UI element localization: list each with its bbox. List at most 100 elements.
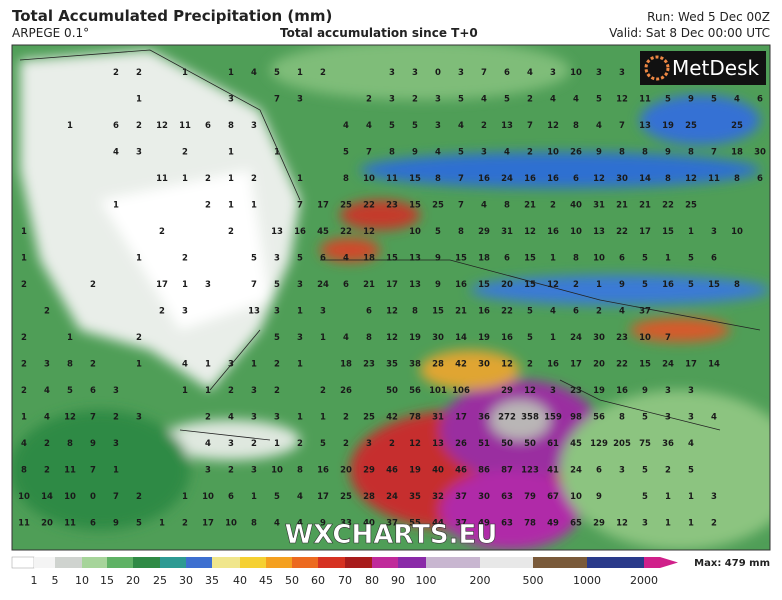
colorbar-segment bbox=[533, 557, 587, 568]
map-value: 3 bbox=[274, 413, 280, 423]
map-value: 13 bbox=[271, 227, 283, 237]
map-value: 2 bbox=[113, 68, 119, 78]
map-value: 3 bbox=[619, 466, 625, 476]
map-value: 2 bbox=[182, 148, 188, 158]
map-value: 6 bbox=[757, 95, 763, 105]
map-value: 30 bbox=[593, 333, 605, 343]
map-value: 101 bbox=[429, 386, 447, 396]
map-value: 1 bbox=[228, 201, 234, 211]
map-value: 1 bbox=[550, 333, 556, 343]
colorbar-label: 90 bbox=[391, 574, 405, 587]
map-value: 7 bbox=[527, 121, 533, 131]
map-value: 10 bbox=[570, 227, 582, 237]
map-value: 6 bbox=[90, 519, 96, 529]
map-value: 10 bbox=[593, 254, 605, 264]
map-value: 2 bbox=[21, 280, 27, 290]
map-value: 3 bbox=[205, 280, 211, 290]
map-value: 16 bbox=[478, 307, 490, 317]
map-value: 1 bbox=[21, 254, 27, 264]
map-value: 106 bbox=[452, 386, 470, 396]
map-value: 3 bbox=[251, 466, 257, 476]
map-value: 1 bbox=[205, 360, 211, 370]
map-value: 5 bbox=[642, 413, 648, 423]
map-value: 3 bbox=[435, 95, 441, 105]
map-value: 2 bbox=[343, 439, 349, 449]
map-value: 5 bbox=[711, 95, 717, 105]
map-value: 12 bbox=[64, 413, 76, 423]
map-value: 8 bbox=[734, 174, 740, 184]
colorbar-label: 2000 bbox=[630, 574, 658, 587]
map-value: 8 bbox=[642, 148, 648, 158]
map-value: 2 bbox=[159, 307, 165, 317]
map-value: 8 bbox=[573, 254, 579, 264]
map-value: 2 bbox=[274, 386, 280, 396]
map-value: 15 bbox=[708, 280, 720, 290]
map-value: 23 bbox=[363, 360, 375, 370]
map-value: 46 bbox=[455, 466, 467, 476]
map-value: 24 bbox=[317, 280, 329, 290]
map-value: 3 bbox=[366, 439, 372, 449]
map-value: 36 bbox=[478, 413, 490, 423]
map-value: 8 bbox=[665, 174, 671, 184]
map-value: 6 bbox=[90, 386, 96, 396]
map-value: 2 bbox=[596, 307, 602, 317]
map-value: 3 bbox=[297, 280, 303, 290]
map-value: 44 bbox=[432, 519, 444, 529]
map-value: 129 bbox=[590, 439, 608, 449]
map-value: 21 bbox=[639, 201, 651, 211]
map-value: 1 bbox=[688, 227, 694, 237]
map-value: 5 bbox=[504, 95, 510, 105]
map-value: 5 bbox=[688, 280, 694, 290]
map-value: 25 bbox=[340, 492, 352, 502]
map-value: 2 bbox=[412, 95, 418, 105]
map-value: 1 bbox=[596, 280, 602, 290]
map-value: 50 bbox=[386, 386, 398, 396]
map-value: 7 bbox=[366, 148, 372, 158]
map-value: 11 bbox=[18, 519, 30, 529]
map-value: 78 bbox=[524, 519, 536, 529]
map-value: 1 bbox=[182, 174, 188, 184]
map-value: 14 bbox=[639, 174, 651, 184]
map-value: 4 bbox=[481, 95, 487, 105]
map-value: 5 bbox=[688, 254, 694, 264]
map-value: 16 bbox=[547, 174, 559, 184]
map-value: 8 bbox=[573, 121, 579, 131]
map-value: 2 bbox=[366, 95, 372, 105]
watermark: WXCHARTS.EU bbox=[285, 520, 498, 550]
map-value: 79 bbox=[524, 492, 536, 502]
map-value: 9 bbox=[113, 519, 119, 529]
map-value: 0 bbox=[90, 492, 96, 502]
map-value: 8 bbox=[366, 333, 372, 343]
map-value: 5 bbox=[136, 519, 142, 529]
map-value: 4 bbox=[343, 333, 349, 343]
map-value: 9 bbox=[412, 148, 418, 158]
map-value: 1 bbox=[182, 280, 188, 290]
map-value: 1 bbox=[665, 519, 671, 529]
map-value: 12 bbox=[593, 174, 605, 184]
map-value: 19 bbox=[593, 386, 605, 396]
map-value: 5 bbox=[688, 466, 694, 476]
map-value: 4 bbox=[435, 148, 441, 158]
map-value: 1 bbox=[113, 466, 119, 476]
map-value: 2 bbox=[182, 519, 188, 529]
map-value: 12 bbox=[685, 174, 697, 184]
map-value: 8 bbox=[67, 360, 73, 370]
map-value: 11 bbox=[639, 95, 651, 105]
map-value: 56 bbox=[593, 413, 605, 423]
map-value: 3 bbox=[274, 307, 280, 317]
map-value: 67 bbox=[547, 492, 559, 502]
colorbar-label: 1000 bbox=[573, 574, 601, 587]
map-value: 12 bbox=[524, 227, 536, 237]
map-value: 18 bbox=[363, 254, 375, 264]
map-value: 4 bbox=[205, 439, 211, 449]
map-value: 65 bbox=[570, 519, 582, 529]
map-value: 1 bbox=[297, 360, 303, 370]
map-value: 5 bbox=[527, 307, 533, 317]
map-value: 12 bbox=[547, 280, 559, 290]
colorbar-label: 45 bbox=[259, 574, 273, 587]
map-value: 2 bbox=[44, 307, 50, 317]
colorbar-segment bbox=[186, 557, 212, 568]
map-value: 51 bbox=[478, 439, 490, 449]
map-value: 4 bbox=[343, 121, 349, 131]
